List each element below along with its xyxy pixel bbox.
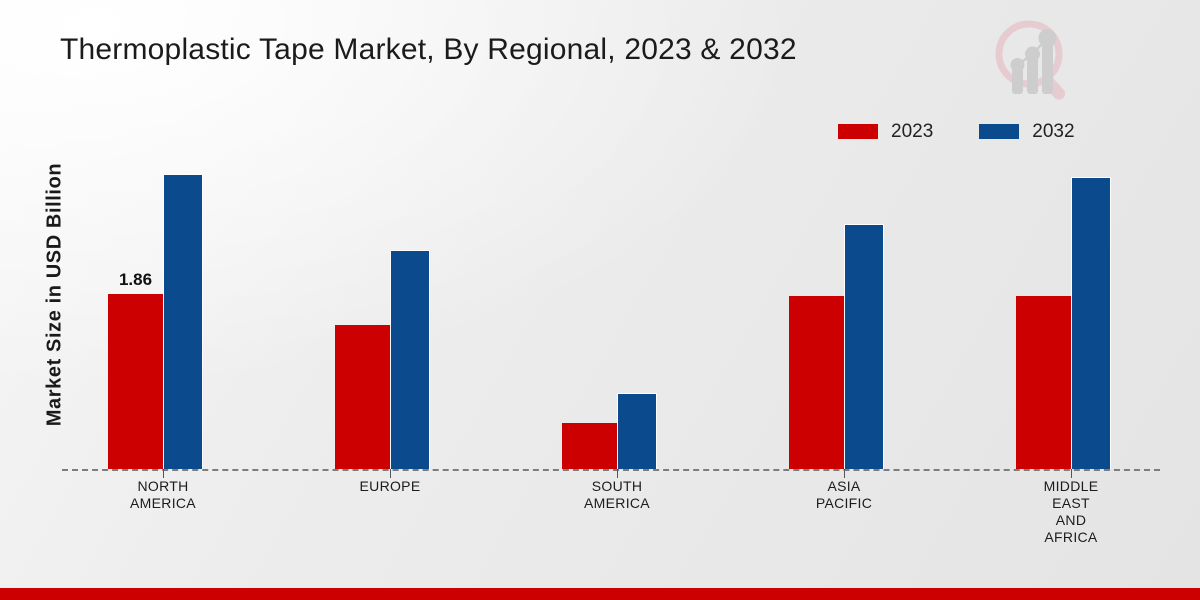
category-line: EUROPE bbox=[359, 478, 421, 494]
bar-2032-europe[interactable] bbox=[390, 250, 430, 469]
bar-chart-glyph-icon bbox=[1010, 29, 1057, 94]
bar-group-middle-east-and-africa bbox=[1016, 177, 1111, 469]
axis-tick bbox=[844, 469, 845, 478]
legend-label-2023: 2023 bbox=[891, 121, 934, 142]
watermark-logo-icon bbox=[995, 20, 1066, 100]
bar-value-label: 1.86 bbox=[118, 270, 153, 289]
category-label-asia-pacific: ASIA PACIFIC bbox=[764, 478, 924, 512]
page-title: Thermoplastic Tape Market, By Regional, … bbox=[60, 33, 797, 66]
plot-area: 1.86 bbox=[62, 150, 1162, 478]
bar-group-north-america: 1.86 bbox=[108, 174, 203, 469]
axis-tick bbox=[617, 469, 618, 478]
category-line: EAST bbox=[1052, 495, 1090, 511]
footer-accent-bar bbox=[0, 588, 1200, 600]
bar-group-asia-pacific bbox=[789, 224, 884, 469]
category-line: AMERICA bbox=[584, 495, 650, 511]
legend-swatch-2023 bbox=[838, 124, 878, 139]
category-line: PACIFIC bbox=[815, 495, 873, 511]
category-line: NORTH bbox=[137, 478, 189, 494]
bar-2023-europe[interactable] bbox=[335, 325, 390, 469]
legend-swatch-2032 bbox=[979, 124, 1020, 139]
bar-group-europe bbox=[335, 250, 430, 469]
magnifier-ring-icon bbox=[995, 20, 1066, 100]
legend-label-2032: 2032 bbox=[1032, 121, 1075, 142]
chart-legend: 2023 2032 bbox=[838, 122, 1075, 141]
bar-2032-middle-east-and-africa[interactable] bbox=[1071, 177, 1111, 469]
bar-2032-asia-pacific[interactable] bbox=[844, 224, 884, 469]
category-label-middle-east-and-africa: MIDDLE EAST AND AFRICA bbox=[991, 478, 1151, 546]
bar-2032-south-america[interactable] bbox=[617, 393, 657, 469]
category-label-south-america: SOUTH AMERICA bbox=[537, 478, 697, 512]
bar-2023-middle-east-and-africa[interactable] bbox=[1016, 296, 1071, 469]
legend-item-2032[interactable]: 2032 bbox=[979, 121, 1075, 142]
legend-item-2023[interactable]: 2023 bbox=[838, 122, 933, 141]
axis-baseline bbox=[62, 469, 1160, 471]
category-line: ASIA bbox=[827, 478, 861, 494]
category-line: MIDDLE bbox=[1043, 478, 1099, 494]
bar-2023-asia-pacific[interactable] bbox=[789, 296, 844, 469]
axis-tick bbox=[1071, 469, 1072, 478]
bar-group-south-america bbox=[562, 393, 657, 469]
bar-2023-north-america[interactable]: 1.86 bbox=[108, 270, 163, 469]
category-line: AFRICA bbox=[1044, 529, 1098, 545]
category-label-europe: EUROPE bbox=[310, 478, 470, 495]
bar-2032-north-america[interactable] bbox=[163, 174, 203, 469]
category-line: AND bbox=[1055, 512, 1087, 528]
axis-tick bbox=[390, 469, 391, 478]
category-label-north-america: NORTH AMERICA bbox=[83, 478, 243, 512]
axis-tick bbox=[163, 469, 164, 478]
category-line: SOUTH bbox=[591, 478, 643, 494]
category-line: AMERICA bbox=[130, 495, 196, 511]
bar-2023-south-america[interactable] bbox=[562, 423, 617, 469]
